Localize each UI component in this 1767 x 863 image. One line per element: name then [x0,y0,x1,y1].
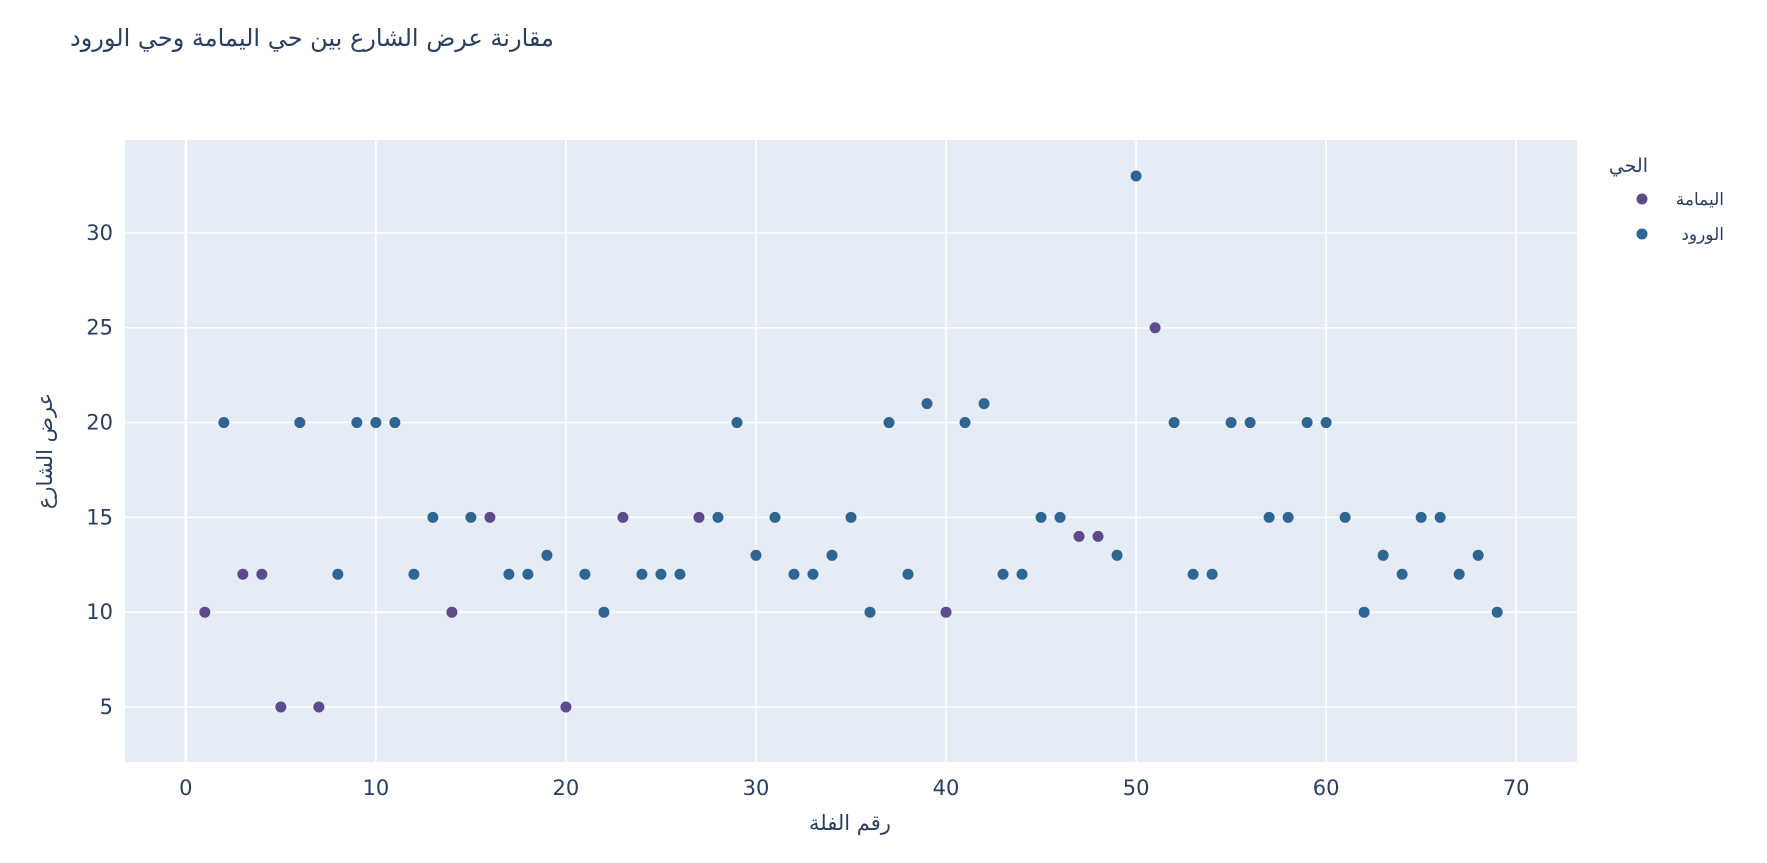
data-point [902,568,914,580]
data-point [750,549,762,561]
data-point [256,568,268,580]
plot-area [125,140,1577,762]
data-point [332,568,344,580]
data-point [598,606,610,618]
data-point [636,568,648,580]
data-point [579,568,591,580]
chart-title: مقارنة عرض الشارع بين حي اليمامة وحي الو… [70,24,554,52]
data-point [712,511,724,523]
data-point [503,568,515,580]
data-point [1415,511,1427,523]
y-tick-label: 15 [86,505,113,529]
data-point [541,549,553,561]
data-point [1244,417,1256,429]
x-tick-label: 20 [553,776,580,800]
data-point [769,511,781,523]
x-tick-label: 70 [1503,776,1530,800]
data-point [940,606,952,618]
data-point [1491,606,1503,618]
data-point [1111,549,1123,561]
data-point [408,568,420,580]
data-point [655,568,667,580]
y-tick-label: 30 [86,221,113,245]
data-point [1092,530,1104,542]
legend: الحي اليمامة الورود [1609,155,1724,245]
data-point [427,511,439,523]
legend-label: اليمامة [1676,190,1724,210]
data-point [1263,511,1275,523]
y-axis-title: عرض الشارع [33,393,57,509]
y-tick-label: 5 [100,695,113,719]
data-point [446,606,458,618]
data-point [560,701,572,713]
legend-marker [1636,193,1648,205]
data-point [1396,568,1408,580]
data-point [883,417,895,429]
x-tick-label: 60 [1313,776,1340,800]
data-point [1301,417,1313,429]
data-point [1282,511,1294,523]
data-point [1320,417,1332,429]
x-axis-title: رقم الفلة [809,811,891,836]
data-point [1358,606,1370,618]
data-point [1054,511,1066,523]
data-point [1377,549,1389,561]
data-point [199,606,211,618]
data-point [617,511,629,523]
data-point [1035,511,1047,523]
x-tick-label: 50 [1123,776,1150,800]
y-tick-label: 20 [86,411,113,435]
x-axis-ticks: 0 10 20 30 40 50 60 70 [179,776,1529,800]
x-tick-label: 10 [363,776,390,800]
data-point [218,417,230,429]
data-point [731,417,743,429]
data-point [1073,530,1085,542]
x-gridlines [184,140,1517,762]
data-point [1016,568,1028,580]
data-point [1225,417,1237,429]
data-point [845,511,857,523]
legend-marker [1636,228,1648,240]
x-tick-label: 40 [933,776,960,800]
data-point [313,701,325,713]
data-point [1187,568,1199,580]
data-point [237,568,249,580]
legend-title: الحي [1609,155,1648,177]
data-point [484,511,496,523]
data-point [693,511,705,523]
data-point [1434,511,1446,523]
data-points [199,170,1503,713]
y-axis-ticks: 5 10 15 20 25 30 [86,221,113,719]
data-point [674,568,686,580]
y-tick-label: 25 [86,316,113,340]
data-point [465,511,477,523]
data-point [921,398,933,410]
data-point [1472,549,1484,561]
data-point [1168,417,1180,429]
data-point [864,606,876,618]
data-point [351,417,363,429]
data-point [788,568,800,580]
data-point [1206,568,1218,580]
data-point [1453,568,1465,580]
x-tick-label: 30 [743,776,770,800]
y-tick-label: 10 [86,600,113,624]
data-point [1339,511,1351,523]
data-point [389,417,401,429]
data-point [997,568,1009,580]
data-point [1149,322,1161,334]
data-point [370,417,382,429]
data-point [826,549,838,561]
legend-label: الورود [1681,225,1724,245]
x-tick-label: 0 [179,776,192,800]
data-point [294,417,306,429]
data-point [275,701,287,713]
data-point [807,568,819,580]
data-point [1130,170,1142,182]
data-point [959,417,971,429]
data-point [978,398,990,410]
data-point [522,568,534,580]
